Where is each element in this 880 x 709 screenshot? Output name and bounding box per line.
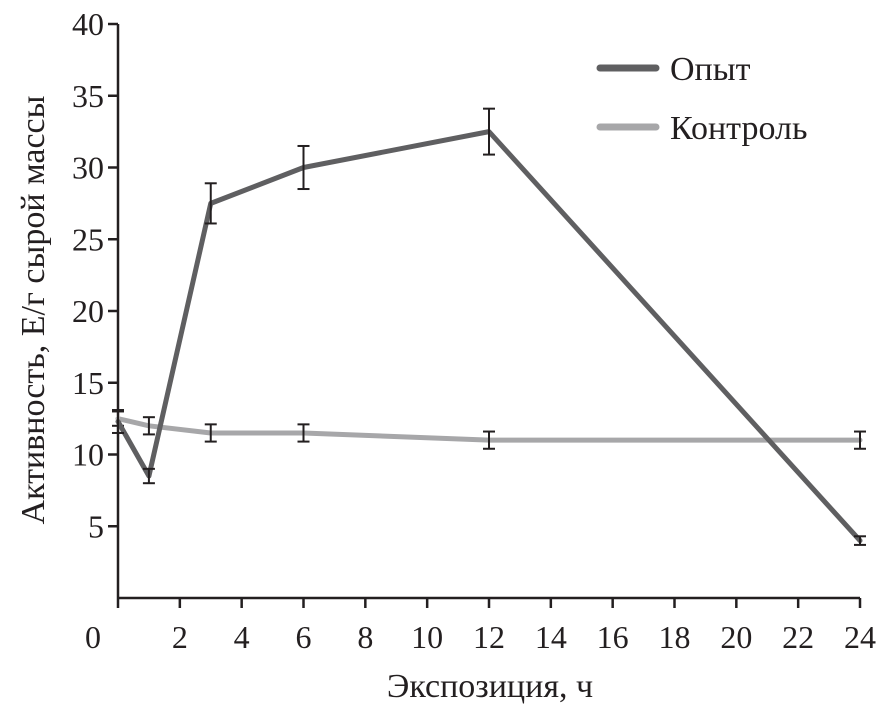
y-axis-title: Активность, Е/г сырой массы (15, 95, 52, 524)
y-tick-label: 15 (72, 365, 104, 401)
y-tick-label: 35 (72, 78, 104, 114)
y-tick-label: 30 (72, 150, 104, 186)
legend-label: Опыт (670, 51, 751, 88)
x-tick-label: 12 (473, 619, 505, 655)
series-kontrol (112, 410, 866, 450)
x-tick-label: 16 (597, 619, 629, 655)
y-tick-label: 40 (72, 6, 104, 42)
series-opyt (112, 107, 866, 546)
series-line (115, 416, 863, 443)
x-tick-label: 4 (234, 619, 250, 655)
x-tick-label: 0 (85, 619, 101, 655)
x-axis-title: Экспозиция, ч (387, 668, 593, 705)
x-tick-label: 2 (172, 619, 188, 655)
y-tick-label: 20 (72, 293, 104, 329)
x-tick-label: 22 (782, 619, 814, 655)
series-line (115, 129, 863, 544)
legend: Опыт Контроль (596, 51, 807, 147)
y-tick-label: 25 (72, 221, 104, 257)
x-tick-label: 10 (411, 619, 443, 655)
x-tick-label: 20 (720, 619, 752, 655)
y-tick-label: 10 (72, 437, 104, 473)
x-tick-label: 14 (535, 619, 567, 655)
x-tick-label: 8 (357, 619, 373, 655)
x-tick-label: 24 (844, 619, 876, 655)
x-tick-label: 18 (659, 619, 691, 655)
series-layer (112, 107, 866, 546)
legend-label: Контроль (670, 110, 807, 147)
y-tick-label: 5 (88, 508, 104, 544)
x-tick-label: 6 (296, 619, 312, 655)
